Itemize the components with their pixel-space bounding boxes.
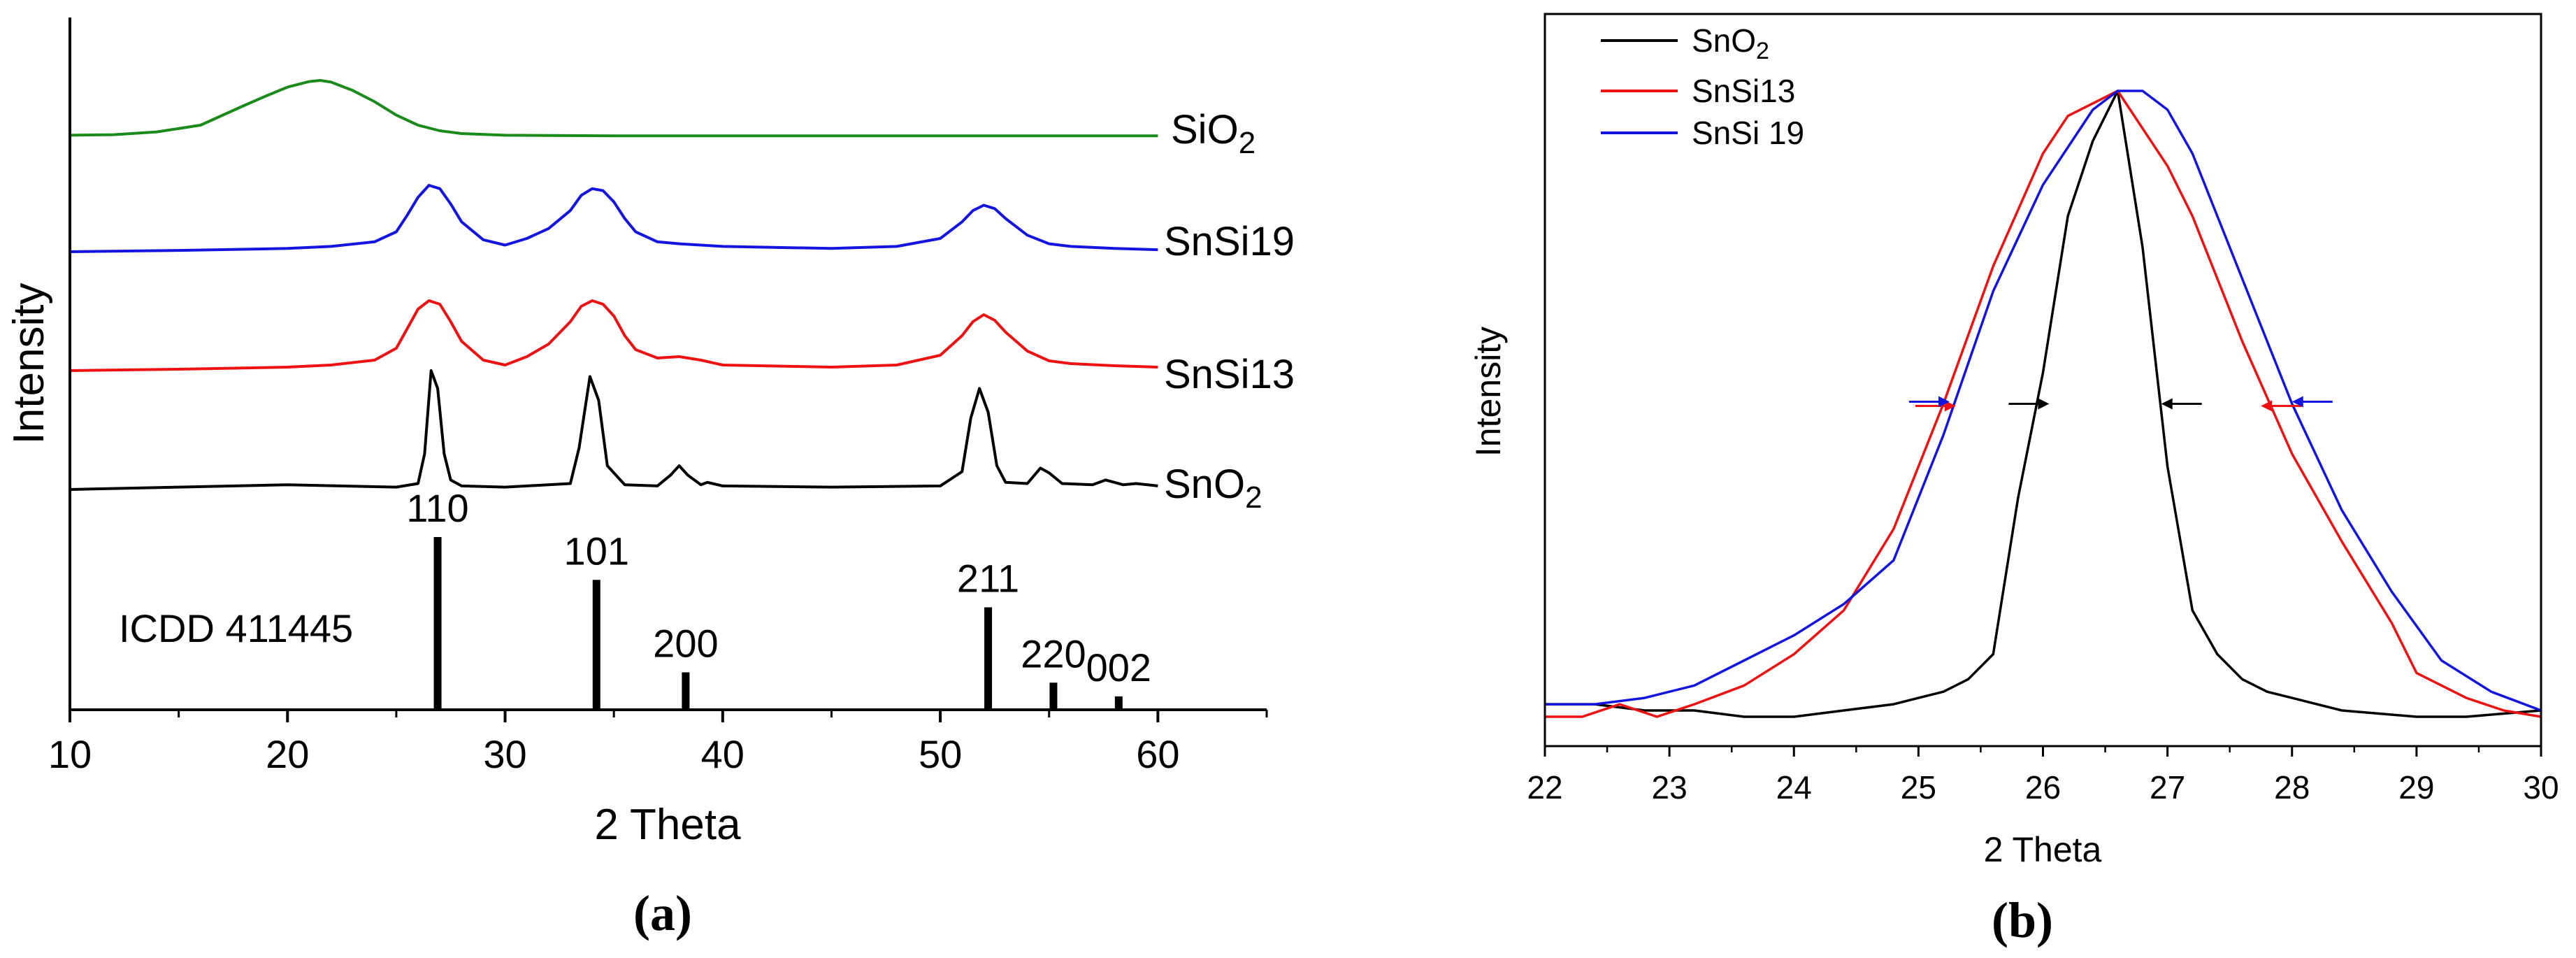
series-line-sio2 bbox=[69, 79, 1158, 138]
x-tick-label: 22 bbox=[1527, 769, 1562, 806]
fwhm-arrowhead-right-snsi13 bbox=[2261, 400, 2273, 412]
x-tick-label: 24 bbox=[1776, 769, 1812, 806]
reference-hkl-211: 211 bbox=[957, 556, 1019, 600]
reference-hkl-220: 220 bbox=[1021, 631, 1086, 675]
reference-label: ICDD 411445 bbox=[119, 606, 353, 650]
panel-b-plot bbox=[1545, 90, 2542, 718]
x-tick-label: 30 bbox=[2523, 769, 2559, 806]
reference-hkl-002: 002 bbox=[1086, 645, 1151, 689]
fwhm-arrowhead-right-sno2 bbox=[2161, 398, 2173, 410]
series-line-sno2 bbox=[69, 369, 1158, 491]
series-label-sno2: SnO2 bbox=[1164, 462, 1262, 515]
x-tick-label: 29 bbox=[2398, 769, 2434, 806]
x-tick-label: 10 bbox=[48, 732, 92, 776]
panel-b-label: (b) bbox=[1992, 892, 2053, 948]
panel-a-x-label: 2 Theta bbox=[594, 801, 741, 849]
panel-a-axes: 10 20 30 40 50 60 bbox=[48, 17, 1268, 776]
x-tick-label: 60 bbox=[1136, 732, 1179, 776]
panel-b-x-label: 2 Theta bbox=[1984, 830, 2102, 869]
panel-a-label: (a) bbox=[633, 885, 692, 941]
fwhm-arrowhead-left-sno2 bbox=[2038, 398, 2050, 410]
zoom-series-line-snsi13 bbox=[1545, 90, 2542, 718]
panel-b-x-ticks: 22 23 24 25 26 27 28 29 30 bbox=[1527, 746, 2559, 806]
zoom-series-line-snsi19 bbox=[1545, 90, 2542, 712]
series-label-snsi13: SnSi13 bbox=[1164, 352, 1295, 397]
x-tick-label: 25 bbox=[1901, 769, 1936, 806]
series-line-snsi13 bbox=[69, 299, 1158, 372]
fwhm-arrowhead-left-snsi19 bbox=[1938, 396, 1950, 408]
legend-label-sno2: SnO2 bbox=[1692, 22, 1769, 64]
reference-hkl-110: 110 bbox=[406, 486, 468, 530]
legend-label-snsi19: SnSi 19 bbox=[1692, 115, 1804, 151]
panel-a-x-ticks: 10 20 30 40 50 60 bbox=[48, 710, 1268, 776]
series-label-sio2: SiO2 bbox=[1171, 107, 1255, 160]
reference-hkl-200: 200 bbox=[653, 622, 718, 666]
x-tick-label: 20 bbox=[266, 732, 309, 776]
reference-hkl-101: 101 bbox=[564, 529, 629, 573]
x-tick-label: 23 bbox=[1652, 769, 1688, 806]
panel-b: 22 23 24 25 26 27 28 29 30 Intensity 2 Theta (b)… bbox=[1469, 13, 2559, 948]
panel-a-plot bbox=[69, 79, 1158, 491]
legend-label-snsi13: SnSi13 bbox=[1692, 73, 1795, 109]
x-tick-label: 26 bbox=[2025, 769, 2061, 806]
series-label-snsi19: SnSi19 bbox=[1164, 219, 1295, 264]
panel-b-legend: SnO2 SnSi13 SnSi 19 bbox=[1601, 22, 1804, 151]
panel-a-y-label: Intensity bbox=[5, 283, 53, 445]
x-tick-label: 28 bbox=[2274, 769, 2310, 806]
series-line-snsi19 bbox=[69, 184, 1158, 253]
x-tick-label: 27 bbox=[2150, 769, 2185, 806]
x-tick-label: 40 bbox=[701, 732, 744, 776]
fwhm-arrowhead-right-snsi19 bbox=[2291, 396, 2303, 408]
fwhm-arrows bbox=[1908, 396, 2333, 412]
x-tick-label: 30 bbox=[483, 732, 526, 776]
zoom-series-line-sno2 bbox=[1545, 90, 2542, 718]
panel-b-y-label: Intensity bbox=[1469, 327, 1508, 457]
fwhm-arrowhead-left-snsi13 bbox=[1944, 400, 1956, 412]
x-tick-label: 50 bbox=[919, 732, 962, 776]
panel-a: 10 20 30 40 50 60 Intensity 2 Theta (a) SiO2 … bbox=[5, 17, 1295, 941]
